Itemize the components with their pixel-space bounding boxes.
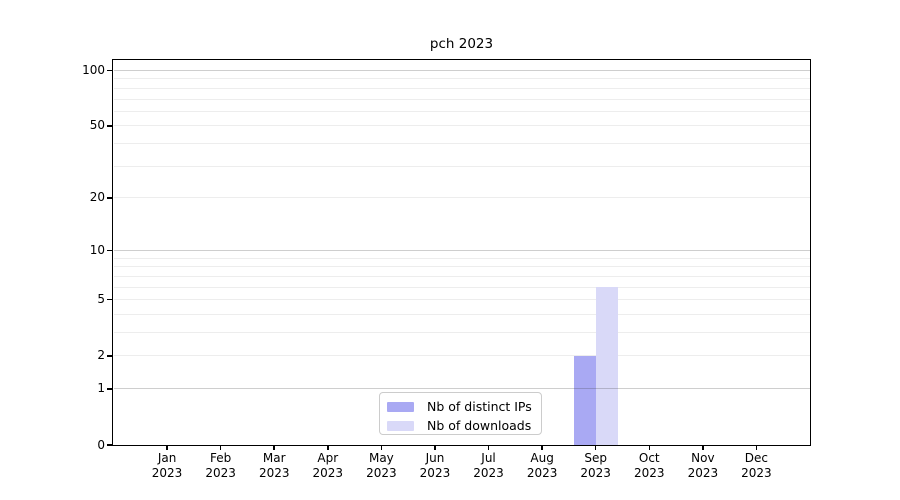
- gridline-minor: [113, 332, 810, 334]
- x-tick-label: Sep 2023: [568, 451, 624, 481]
- x-tick: [219, 445, 222, 450]
- legend-label-downloads: Nb of downloads: [427, 418, 532, 433]
- y-tick: [107, 388, 112, 390]
- x-tick: [434, 445, 436, 450]
- x-tick-year: 2023: [526, 466, 558, 480]
- y-tick-label: 5: [97, 292, 105, 307]
- x-tick-year: 2023: [312, 466, 344, 480]
- x-tick-month: Mar: [262, 451, 286, 465]
- gridline-minor: [113, 197, 810, 199]
- y-tick: [107, 69, 112, 72]
- x-tick-year: 2023: [151, 466, 183, 480]
- legend-item-downloads: Nb of downloads: [387, 418, 541, 433]
- x-tick-month: Feb: [210, 451, 232, 465]
- x-tick-year: 2023: [473, 466, 504, 480]
- x-tick-year: 2023: [366, 466, 397, 480]
- gridline-minor: [113, 78, 810, 80]
- y-tick-label: 2: [97, 348, 105, 363]
- y-tick: [107, 355, 112, 357]
- gridline-minor: [113, 165, 810, 167]
- y-tick-label: 20: [89, 190, 105, 205]
- x-tick-month: Sep: [584, 451, 607, 465]
- x-tick: [273, 445, 275, 450]
- y-tick-label: 10: [89, 242, 105, 257]
- x-tick: [755, 445, 758, 450]
- gridline-major: [113, 249, 810, 252]
- gridline-major: [113, 69, 810, 72]
- x-tick-label: May 2023: [353, 451, 409, 481]
- gridline-major: [113, 388, 810, 390]
- x-tick-month: Jun: [425, 451, 445, 465]
- x-tick-label: Dec 2023: [728, 451, 784, 481]
- legend-swatch-distinct-ips: [387, 401, 414, 412]
- y-tick: [107, 249, 112, 252]
- x-tick-month: Apr: [317, 451, 339, 465]
- x-tick: [487, 445, 490, 450]
- gridline-minor: [113, 266, 810, 268]
- y-tick-label: 50: [89, 118, 105, 133]
- y-tick: [107, 444, 112, 446]
- x-tick-label: Jan 2023: [139, 451, 195, 481]
- x-tick: [541, 445, 543, 450]
- x-tick-label: Nov 2023: [675, 451, 731, 481]
- plot-area: [112, 58, 811, 446]
- bar-nb-of-downloads: [595, 287, 618, 445]
- x-tick-label: Aug 2023: [514, 451, 570, 481]
- x-tick: [594, 445, 597, 450]
- gridline-minor: [113, 355, 810, 357]
- y-tick: [107, 125, 112, 127]
- x-tick-year: 2023: [205, 466, 236, 480]
- x-tick-label: Jun 2023: [407, 451, 463, 481]
- x-tick: [380, 445, 383, 450]
- x-tick-month: May: [368, 451, 394, 465]
- x-tick-label: Feb 2023: [193, 451, 249, 481]
- x-tick: [648, 445, 651, 450]
- x-tick-month: Oct: [638, 451, 660, 465]
- gridline-minor: [113, 143, 810, 145]
- gridline-minor: [113, 257, 810, 259]
- y-tick-label: 100: [82, 63, 105, 78]
- x-tick-label: Mar 2023: [246, 451, 302, 481]
- x-tick-year: 2023: [580, 466, 611, 480]
- legend-label-distinct-ips: Nb of distinct IPs: [427, 399, 532, 414]
- x-tick: [166, 445, 168, 450]
- gridline-minor: [113, 299, 810, 301]
- x-tick-month: Jul: [481, 451, 496, 465]
- x-tick-month: Dec: [744, 451, 769, 465]
- x-tick-month: Nov: [691, 451, 715, 465]
- y-tick-label: 1: [97, 381, 105, 396]
- x-tick-label: Apr 2023: [300, 451, 356, 481]
- legend-swatch-downloads: [387, 420, 414, 431]
- legend: Nb of distinct IPs Nb of downloads: [379, 392, 542, 435]
- gridline-minor: [113, 275, 810, 277]
- x-tick-year: 2023: [741, 466, 772, 480]
- y-tick: [107, 197, 112, 199]
- x-tick: [327, 445, 329, 450]
- gridline-minor: [113, 313, 810, 315]
- x-tick-label: Oct 2023: [621, 451, 677, 481]
- y-tick: [107, 298, 112, 301]
- gridline-minor: [113, 125, 810, 127]
- chart-title: pch 2023: [429, 36, 494, 52]
- x-tick-year: 2023: [687, 466, 719, 480]
- gridline-minor: [113, 98, 810, 100]
- x-tick-year: 2023: [258, 466, 290, 480]
- x-tick-year: 2023: [633, 466, 665, 480]
- bar-nb-of-distinct-ips: [573, 355, 596, 445]
- x-tick-month: Jan: [157, 451, 177, 465]
- gridline-minor: [113, 110, 810, 112]
- x-tick: [702, 445, 704, 450]
- gridline-minor: [113, 87, 810, 89]
- x-tick-label: Jul 2023: [461, 451, 517, 481]
- legend-item-distinct-ips: Nb of distinct IPs: [387, 399, 541, 414]
- x-tick-year: 2023: [419, 466, 451, 480]
- gridline-minor: [113, 286, 810, 288]
- y-tick-label: 0: [97, 437, 105, 452]
- x-tick-month: Aug: [530, 451, 554, 465]
